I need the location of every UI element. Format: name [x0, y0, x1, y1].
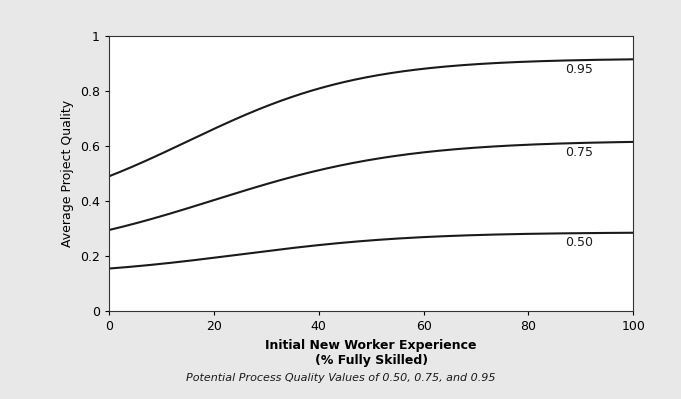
Text: 0.95: 0.95	[565, 63, 593, 76]
Text: Potential Process Quality Values of 0.50, 0.75, and 0.95: Potential Process Quality Values of 0.50…	[186, 373, 495, 383]
Y-axis label: Average Project Quality: Average Project Quality	[61, 100, 74, 247]
Text: 0.50: 0.50	[565, 236, 593, 249]
X-axis label: Initial New Worker Experience
(% Fully Skilled): Initial New Worker Experience (% Fully S…	[266, 339, 477, 367]
Text: 0.75: 0.75	[565, 146, 593, 159]
